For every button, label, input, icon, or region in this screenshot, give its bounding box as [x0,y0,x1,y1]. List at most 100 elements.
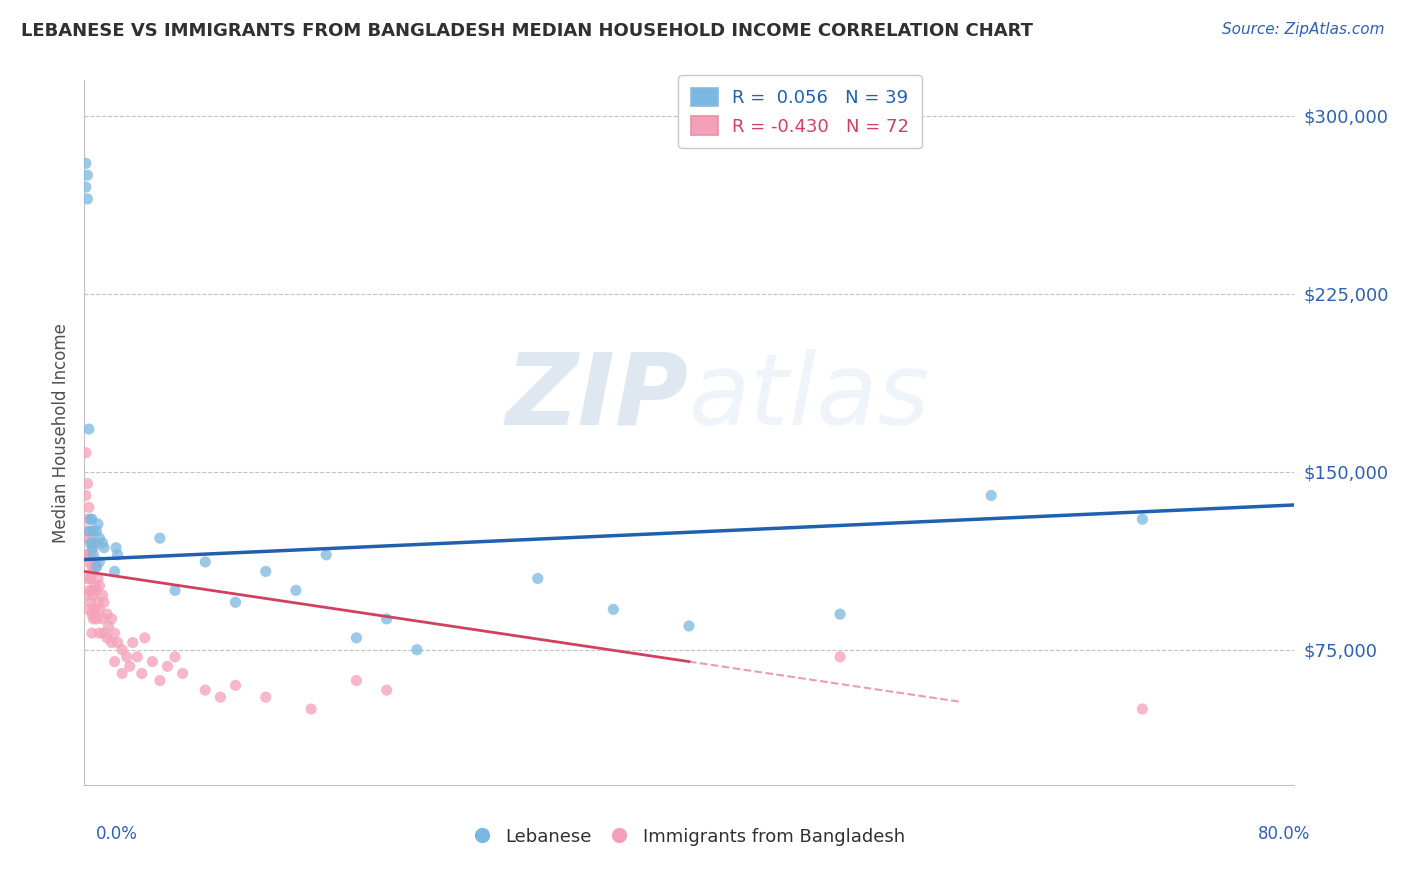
Point [75,488,97,502]
Point [84,536,107,550]
Point [172,666,194,681]
Point [100,612,122,626]
Point [104,565,127,579]
Text: atlas: atlas [689,349,931,446]
Point [225,678,247,692]
Point [97,619,120,633]
Point [77,531,100,545]
Y-axis label: Median Household Income: Median Household Income [52,323,70,542]
Point [127,649,149,664]
Point [86,612,108,626]
Point [346,631,368,645]
Point [75,446,97,460]
Point [77,602,100,616]
Point [84,555,107,569]
Point [375,612,398,626]
Point [678,619,700,633]
Point [77,524,100,538]
Point [121,635,143,649]
Point [830,649,852,664]
Point [76,168,98,182]
Point [165,583,187,598]
Point [346,673,368,688]
Point [830,607,852,621]
Point [91,588,114,602]
Point [375,683,398,698]
Point [93,595,115,609]
Point [299,702,322,716]
Point [76,588,98,602]
Point [79,548,101,562]
Point [86,559,108,574]
Point [527,572,550,586]
Point [76,192,98,206]
Text: Source: ZipAtlas.com: Source: ZipAtlas.com [1222,22,1385,37]
Point [87,516,110,531]
Legend: Lebanese, Immigrants from Bangladesh: Lebanese, Immigrants from Bangladesh [465,821,912,854]
Point [80,559,103,574]
Point [79,524,101,538]
Point [93,541,115,555]
Point [131,666,153,681]
Point [84,602,107,616]
Point [77,583,100,598]
Point [89,579,111,593]
Point [209,690,232,705]
Point [89,602,111,616]
Point [225,595,247,609]
Point [76,548,98,562]
Point [76,512,98,526]
Point [1130,702,1153,716]
Point [89,531,111,545]
Point [254,690,277,705]
Point [104,626,127,640]
Point [80,583,103,598]
Point [91,612,114,626]
Text: 80.0%: 80.0% [1258,825,1310,843]
Point [1130,512,1153,526]
Point [80,626,103,640]
Point [104,655,127,669]
Point [96,631,118,645]
Point [87,572,110,586]
Point [406,642,429,657]
Point [75,524,97,538]
Point [111,666,134,681]
Point [80,512,103,526]
Point [79,512,101,526]
Point [89,626,111,640]
Point [285,583,308,598]
Point [134,631,156,645]
Text: 0.0%: 0.0% [96,825,138,843]
Point [79,572,101,586]
Point [89,555,111,569]
Point [77,555,100,569]
Point [75,180,97,194]
Point [115,649,138,664]
Point [86,583,108,598]
Point [76,572,98,586]
Point [165,649,187,664]
Point [82,565,104,579]
Point [156,659,179,673]
Point [149,673,172,688]
Point [105,541,128,555]
Text: LEBANESE VS IMMIGRANTS FROM BANGLADESH MEDIAN HOUSEHOLD INCOME CORRELATION CHART: LEBANESE VS IMMIGRANTS FROM BANGLADESH M… [21,22,1033,40]
Point [254,565,277,579]
Point [79,536,101,550]
Point [980,488,1002,502]
Point [194,683,217,698]
Point [76,476,98,491]
Point [107,548,129,562]
Point [75,156,97,170]
Point [149,531,172,545]
Point [111,642,134,657]
Point [84,579,107,593]
Point [100,635,122,649]
Point [91,536,114,550]
Point [80,607,103,621]
Point [86,559,108,574]
Point [96,607,118,621]
Point [80,536,103,550]
Point [93,626,115,640]
